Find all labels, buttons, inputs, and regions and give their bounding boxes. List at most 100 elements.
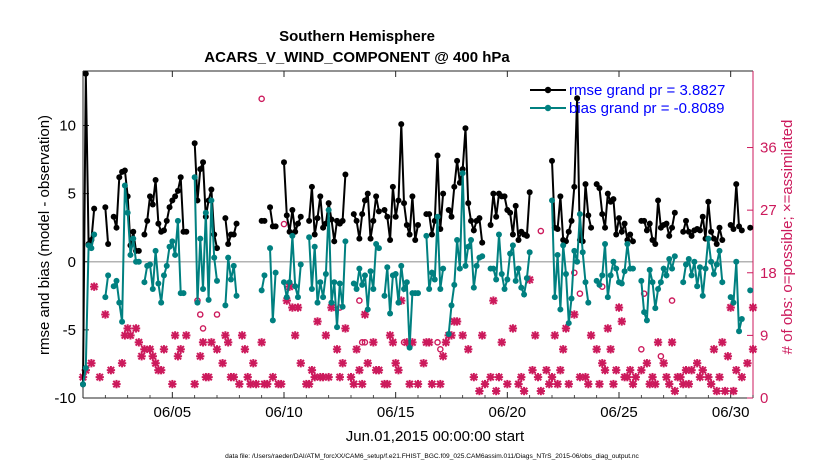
bias-point [127, 251, 134, 258]
rmse-point [163, 217, 170, 224]
obs-assimilated-marker [291, 331, 300, 340]
rmse-point [454, 157, 461, 164]
obs-assimilated-marker [519, 386, 529, 396]
obs-assimilated-marker [438, 352, 448, 361]
rmse-point [350, 211, 357, 218]
bias-line [352, 241, 380, 310]
obs-assimilated-marker [528, 366, 537, 375]
obs-assimilated-marker [458, 331, 467, 340]
bias-point [158, 299, 165, 306]
obs-assimilated-marker [268, 372, 277, 382]
axes-group: 06/05 06/10 06/15 06/20 06/25 06/30 -10 -5 0 5 10 0… [54, 70, 777, 421]
obs-assimilated-marker [173, 352, 183, 361]
obs-assimilated-marker [737, 372, 746, 382]
bias-line [112, 185, 139, 322]
rmse-point [267, 204, 274, 211]
obs-possible-marker [668, 297, 676, 304]
obs-possible-marker [638, 345, 645, 353]
obs-assimilated-marker [687, 366, 696, 375]
obs-assimilated-marker [748, 303, 758, 312]
obs-possible-marker [576, 290, 584, 297]
bias-point [602, 241, 609, 248]
y-right-tick-label: 27 [760, 202, 777, 219]
bias-point [655, 286, 662, 292]
rmse-point [172, 193, 179, 200]
bias-point [392, 271, 399, 278]
rmse-point [434, 152, 441, 159]
obs-assimilated-marker [720, 386, 730, 396]
rmse-point [719, 236, 726, 243]
rmse-point [113, 224, 120, 231]
bias-point [230, 262, 237, 269]
bias-point [169, 238, 176, 245]
bias-point [202, 209, 209, 216]
bias-point [498, 271, 505, 278]
bias-point [596, 281, 603, 288]
rmse-point [395, 197, 402, 204]
rmse-point [604, 190, 611, 197]
obs-assimilated-marker [405, 379, 414, 389]
rmse-point [110, 213, 117, 220]
rmse-point [389, 183, 396, 190]
rmse-point [479, 239, 486, 246]
rmse-point [456, 179, 463, 186]
obs-assimilated-marker [628, 379, 638, 389]
rmse-point [308, 183, 315, 190]
obs-assimilated-marker [475, 386, 484, 396]
bias-point [495, 231, 502, 238]
rmse-point [671, 209, 678, 216]
rmse-point [515, 236, 522, 243]
obs-assimilated-marker [218, 359, 227, 368]
obs-assimilated-marker [600, 366, 610, 375]
obs-possible-marker [437, 345, 444, 353]
bias-point [194, 299, 201, 306]
rmse-point [462, 125, 469, 132]
rmse-point [426, 211, 433, 218]
obs-assimilated-marker [240, 345, 250, 354]
y-left-tick-label: 10 [59, 118, 76, 135]
bias-point [549, 197, 555, 204]
rmse-point [281, 159, 287, 166]
rmse-point [152, 177, 159, 183]
x-tick-label: 06/30 [712, 404, 750, 421]
obs-assimilated-marker [324, 372, 333, 382]
bias-point [518, 284, 525, 291]
obs-assimilated-marker [293, 303, 303, 312]
bias-point [493, 276, 500, 283]
obs-assimilated-marker [612, 366, 621, 375]
bias-point [211, 254, 218, 261]
obs-assimilated-marker [662, 372, 671, 382]
bias-point [604, 294, 611, 301]
bias-point [501, 286, 508, 292]
bias-point [641, 309, 648, 316]
rmse-point [384, 213, 391, 220]
x-tick-label: 06/15 [377, 404, 415, 421]
rmse-point [669, 224, 676, 231]
bias-point [490, 265, 497, 272]
obs-assimilated-marker [723, 352, 733, 361]
rmse-point [574, 95, 581, 102]
rmse-point [440, 190, 447, 197]
rmse-point [361, 197, 368, 204]
obs-assimilated-marker [670, 386, 679, 396]
obs-assimilated-marker [388, 338, 398, 347]
bias-point [191, 174, 198, 181]
rmse-point [149, 201, 156, 208]
bias-point [696, 264, 703, 271]
rmse-point [147, 193, 153, 200]
obs-assimilated-marker [425, 338, 434, 347]
legend-label: rmse grand pr = 3.8827 [569, 82, 725, 99]
bias-point [135, 258, 142, 265]
rmse-point [747, 224, 754, 231]
bias-point [222, 302, 229, 309]
rmse-point [738, 227, 745, 234]
bias-point [716, 247, 723, 254]
bias-point [719, 279, 726, 286]
y-right-tick-label: 0 [760, 390, 768, 407]
bias-point [702, 265, 709, 272]
x-tick-label: 06/05 [154, 404, 192, 421]
bias-point [710, 271, 717, 278]
rmse-point [621, 220, 628, 227]
bias-point [314, 299, 321, 306]
obs-possible-marker [434, 339, 441, 346]
